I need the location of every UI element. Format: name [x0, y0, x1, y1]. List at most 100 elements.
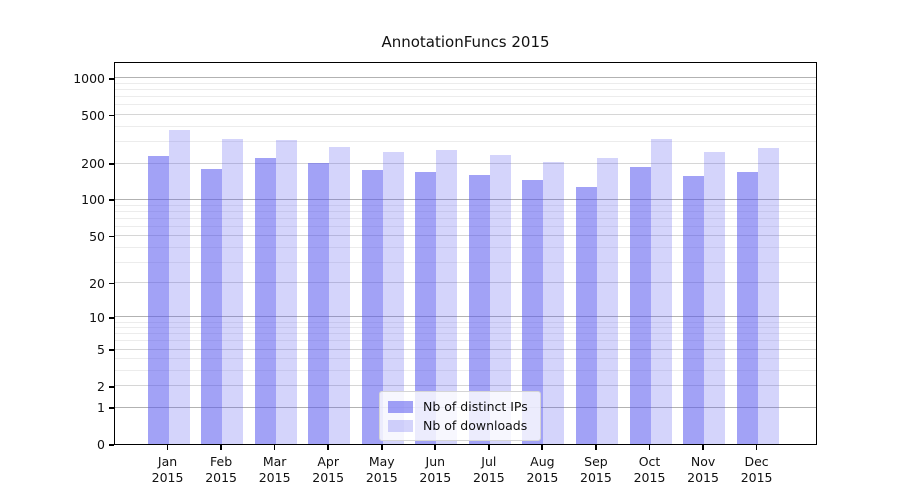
x-tick-mark [755, 445, 758, 450]
bar-downloads-jul [489, 154, 511, 444]
y-axis-tick-label: 200 [81, 156, 105, 171]
gridline [115, 77, 816, 79]
y-axis-tick-label: 500 [81, 107, 105, 123]
bar-downloads-jun [436, 150, 458, 444]
legend: Nb of distinct IPs Nb of downloads [379, 391, 541, 441]
gridline [115, 327, 816, 329]
gridline [115, 385, 816, 387]
y-axis-tick-label: 2 [97, 378, 105, 394]
gridline [115, 162, 816, 164]
bar-ips-nov [683, 176, 705, 444]
y-tick-mark [109, 407, 114, 410]
bar-ips-aug [522, 179, 544, 444]
bar-ips-apr [308, 163, 330, 444]
y-axis-tick-label: 10 [89, 309, 105, 325]
y-tick-mark [109, 349, 114, 351]
gridline [115, 210, 816, 212]
chart-title: AnnotationFuncs 2015 [381, 33, 550, 51]
x-axis-month-label: Feb 2015 [205, 454, 237, 485]
bar-ips-feb [201, 168, 223, 444]
legend-label-downloads: Nb of downloads [423, 418, 528, 433]
legend-swatch-downloads [388, 419, 413, 432]
gridline [115, 358, 816, 360]
x-tick-mark [220, 445, 222, 450]
y-axis-tick-label: 50 [89, 228, 105, 244]
bar-downloads-feb [222, 139, 244, 444]
gridline [115, 225, 816, 227]
bar-downloads-aug [543, 162, 565, 444]
gridline [115, 217, 816, 219]
x-axis-month-label: Oct 2015 [633, 454, 666, 485]
gridline [115, 235, 816, 237]
gridline [115, 96, 816, 98]
gridline [115, 333, 816, 335]
x-tick-mark [702, 445, 704, 450]
x-tick-mark [380, 445, 383, 450]
bar-ips-jun [415, 171, 437, 444]
bar-downloads-nov [704, 151, 726, 444]
gridline [115, 316, 816, 318]
gridline [115, 321, 816, 323]
gridline [115, 348, 816, 350]
bar-downloads-oct [650, 139, 672, 444]
gridline [115, 83, 816, 85]
x-axis-month-label: Dec 2015 [740, 454, 773, 485]
bar-ips-oct [629, 166, 651, 444]
gridline [115, 125, 816, 127]
gridline [115, 198, 816, 200]
y-axis-tick-label: 5 [97, 342, 105, 358]
y-axis-tick-label: 20 [89, 275, 105, 291]
x-axis-month-label: Apr 2015 [312, 454, 345, 485]
y-tick-mark [109, 114, 114, 117]
bar-ips-dec [736, 171, 758, 444]
bar-downloads-jan [168, 129, 190, 444]
x-axis-month-label: Aug 2015 [526, 454, 559, 485]
bar-ips-mar [254, 157, 276, 444]
y-tick-mark [109, 199, 114, 202]
gridline [115, 114, 816, 116]
bar-ips-jul [468, 174, 490, 444]
bar-ips-jan [147, 156, 169, 444]
gridline [115, 340, 816, 342]
gridline [115, 141, 816, 143]
x-tick-mark [594, 445, 597, 450]
bar-downloads-apr [329, 147, 351, 444]
y-tick-mark [109, 316, 114, 319]
gridline [115, 104, 816, 106]
gridline [115, 282, 816, 284]
x-axis-month-label: May 2015 [365, 454, 398, 485]
bar-ips-may [361, 170, 383, 444]
gridline [115, 370, 816, 372]
legend-label-distinct-ips: Nb of distinct IPs [423, 399, 528, 414]
x-tick-mark [541, 445, 544, 450]
x-tick-mark [648, 445, 651, 450]
y-tick-mark [109, 163, 114, 165]
x-axis-month-label: Jan 2015 [151, 454, 184, 485]
y-tick-mark [109, 77, 114, 80]
y-tick-mark [109, 385, 114, 388]
legend-row-distinct-ips: Nb of distinct IPs [388, 397, 532, 416]
plot-area [114, 62, 817, 445]
x-axis-month-label: Sep 2015 [580, 454, 612, 485]
y-axis-tick-label: 1 [97, 400, 105, 416]
y-axis-tick-label: 1000 [73, 70, 105, 86]
y-tick-mark [109, 444, 114, 446]
x-tick-mark [273, 445, 276, 450]
legend-row-downloads: Nb of downloads [388, 416, 532, 435]
y-axis-tick-label: 100 [81, 192, 105, 208]
x-axis-month-label: Nov 2015 [687, 454, 719, 485]
y-axis-tick-label: 0 [97, 437, 105, 452]
x-axis-month-label: Jul 2015 [472, 454, 505, 485]
x-tick-mark [166, 445, 169, 450]
gridline [115, 204, 816, 206]
y-tick-mark [109, 282, 114, 285]
gridline [115, 89, 816, 91]
bar-downloads-sep [596, 157, 618, 444]
x-tick-mark [434, 445, 437, 450]
x-tick-mark [327, 445, 329, 450]
gridline [115, 246, 816, 248]
x-tick-mark [487, 445, 490, 450]
legend-swatch-distinct-ips [388, 400, 413, 413]
x-axis-month-label: Mar 2015 [258, 454, 291, 485]
